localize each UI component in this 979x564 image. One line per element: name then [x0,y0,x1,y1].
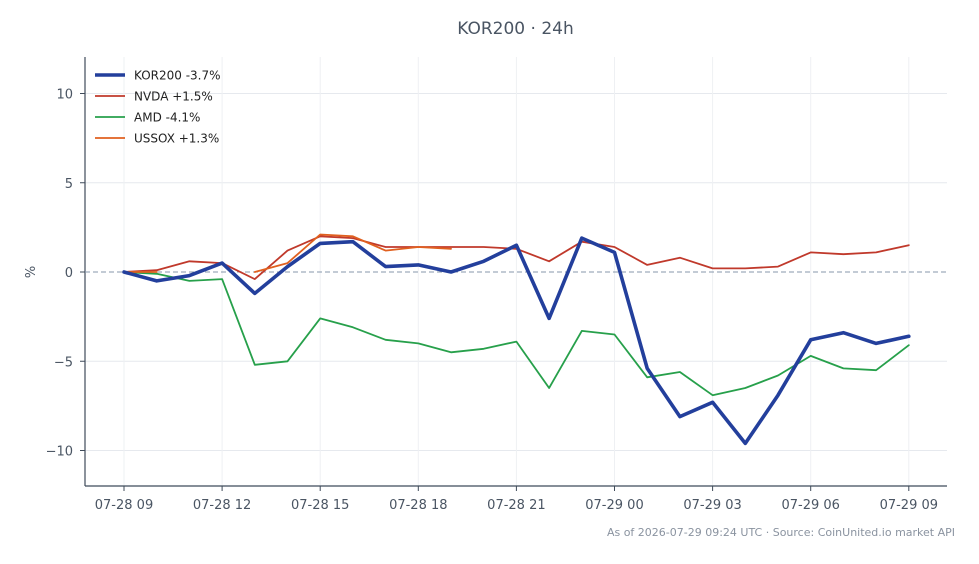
y-axis-label: % [24,266,39,278]
y-tick-label: 0 [65,266,73,281]
legend-label-kor200: KOR200 -3.7% [134,69,221,83]
y-tick-label: −5 [54,355,73,370]
x-tick-label: 07-28 09 [95,498,153,513]
series-line-amd [123,271,910,397]
series-line-kor200 [122,236,911,446]
x-tick-label: 07-28 12 [193,498,251,513]
x-tick-label: 07-29 09 [880,498,938,513]
series-lines [122,233,911,446]
x-tick-label: 07-28 21 [487,498,545,513]
x-tick-label: 07-29 03 [683,498,741,513]
x-tick-label: 07-29 00 [585,498,643,513]
legend-label-nvda: NVDA +1.5% [134,90,213,104]
chart-title: KOR200 · 24h [457,19,574,39]
y-tick-label: 10 [56,88,73,103]
legend: KOR200 -3.7% NVDA +1.5% AMD -4.1% USSOX +1.… [95,69,221,146]
axis-ticks: −10 −5 0 5 10 07-28 09 07-28 12 07-28 15 07-28 1… [46,88,938,514]
x-tick-label: 07-28 18 [389,498,447,513]
legend-label-amd: AMD -4.1% [134,111,200,125]
x-tick-label: 07-29 06 [781,498,839,513]
x-tick-label: 07-28 15 [291,498,349,513]
legend-label-ussox: USSOX +1.3% [134,132,219,146]
y-tick-label: −10 [46,445,73,460]
y-tick-label: 5 [65,177,73,192]
source-footnote: As of 2026-07-29 09:24 UTC · Source: Coi… [606,526,955,539]
